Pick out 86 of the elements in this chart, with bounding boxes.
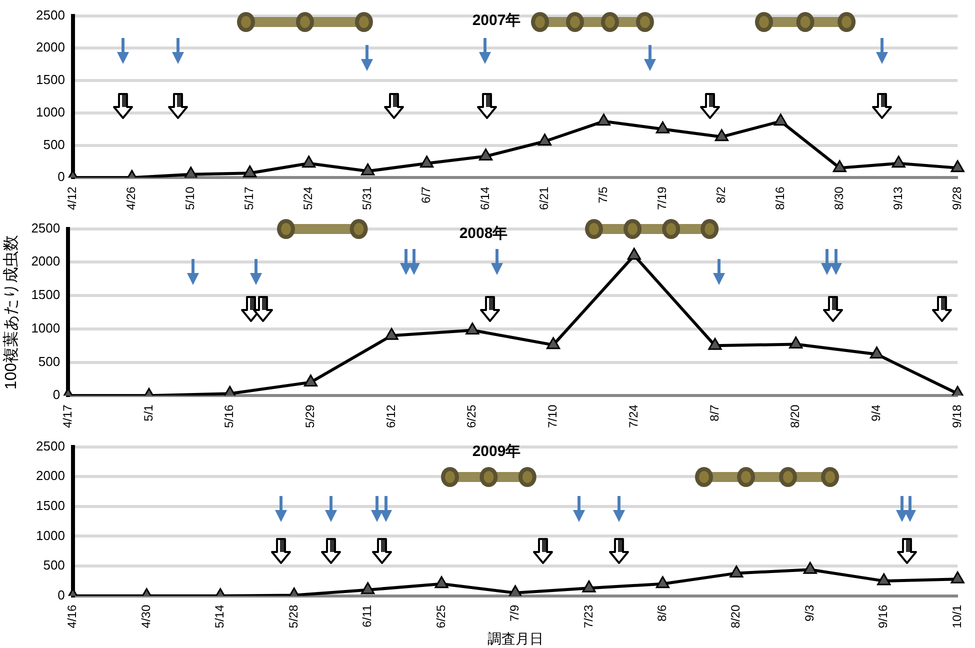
x-tick-label: 9/16: [876, 604, 890, 628]
x-tick-label: 9/4: [869, 404, 884, 422]
x-tick-label: 8/7: [707, 404, 722, 422]
point: [870, 346, 884, 359]
point: [478, 148, 493, 161]
x-tick-label: 10/1: [950, 604, 964, 628]
x-tick-label: 5/28: [286, 604, 300, 628]
y-tick-label: 1000: [31, 320, 60, 336]
point: [892, 156, 906, 168]
chart-title: 2009年: [472, 442, 521, 460]
x-tick-label: 6/12: [384, 404, 398, 428]
point: [538, 134, 552, 146]
point: [627, 248, 641, 260]
y-tick-label: 1500: [36, 498, 65, 513]
x-tick-label: 5/10: [183, 186, 198, 210]
x-tick-label: 6/21: [537, 186, 552, 210]
x-tick-label: 8/20: [728, 604, 743, 628]
x-tick-label: 8/2: [714, 186, 728, 204]
y-tick-label: 2000: [31, 254, 60, 269]
x-tick-label: 6/11: [360, 604, 374, 628]
x-tick-label: 6/25: [464, 404, 479, 428]
point: [596, 114, 611, 126]
point: [714, 129, 728, 142]
x-tick-label: 4/12: [65, 186, 80, 210]
point: [546, 337, 560, 350]
x-tick-label: 8/6: [655, 604, 670, 622]
point: [789, 336, 803, 349]
x-tick-label: 7/5: [596, 186, 610, 204]
y-tick-label: 500: [43, 136, 65, 152]
y-tick-label: 1000: [36, 104, 65, 120]
x-tick-label: 7/10: [546, 404, 560, 428]
x-tick-label: 9/28: [950, 186, 964, 210]
x-tick-label: 8/30: [832, 186, 846, 210]
y-tick-label: 0: [52, 387, 60, 402]
x-tick-label: 4/26: [124, 186, 138, 210]
y-tick-label: 500: [38, 354, 60, 369]
x-tick-label: 9/3: [802, 604, 816, 622]
x-tick-label: 5/29: [303, 404, 318, 428]
point: [361, 163, 375, 176]
point: [243, 165, 257, 178]
x-tick-label: 4/30: [138, 604, 153, 628]
x-tick-label: 5/14: [212, 604, 227, 628]
y-tick-label: 2000: [36, 40, 65, 55]
x-tick-label: 8/16: [772, 186, 787, 210]
x-tick-label: 7/23: [581, 604, 596, 628]
x-tick-label: 4/16: [65, 604, 80, 628]
point: [420, 156, 434, 168]
x-tick-label: 7/9: [508, 604, 522, 622]
y-axis-title: 100複葉あたり成虫数: [2, 234, 20, 390]
y-tick-label: 2500: [31, 220, 60, 236]
x-tick-label: 6/7: [419, 186, 434, 204]
x-tick-label: 9/18: [950, 404, 964, 428]
x-tick-label: 5/31: [360, 186, 374, 210]
point: [708, 338, 722, 350]
point: [774, 114, 788, 126]
y-tick-label: 2500: [36, 438, 65, 454]
y-tick-label: 500: [43, 558, 65, 573]
x-tick-label: 6/25: [434, 604, 448, 628]
point: [384, 328, 398, 340]
chart-title: 2008年: [459, 224, 508, 242]
point: [656, 121, 670, 134]
x-tick-label: 6/14: [478, 186, 492, 210]
x-axis-title: 調査月日: [487, 630, 544, 646]
y-tick-label: 2500: [36, 7, 65, 22]
point: [302, 156, 316, 168]
x-tick-label: 5/1: [141, 404, 156, 422]
point: [466, 322, 480, 334]
point: [184, 166, 198, 178]
x-tick-label: 9/13: [890, 186, 905, 210]
x-tick-label: 8/20: [788, 404, 802, 428]
x-tick-label: 5/16: [222, 404, 236, 428]
point: [832, 160, 846, 172]
y-tick-label: 1000: [36, 528, 65, 543]
y-tick-label: 1500: [31, 287, 60, 302]
point: [304, 374, 318, 387]
y-tick-label: 1500: [36, 72, 65, 88]
point: [950, 160, 964, 172]
x-tick-label: 7/19: [655, 186, 670, 210]
chart-title: 2007年: [472, 12, 521, 29]
x-tick-label: 5/17: [242, 186, 256, 210]
x-tick-label: 4/17: [60, 404, 74, 428]
x-tick-label: 7/24: [626, 404, 640, 428]
y-tick-label: 0: [58, 587, 65, 602]
y-tick-label: 0: [58, 169, 65, 184]
y-tick-label: 2000: [36, 468, 65, 484]
x-tick-label: 5/24: [301, 186, 316, 210]
